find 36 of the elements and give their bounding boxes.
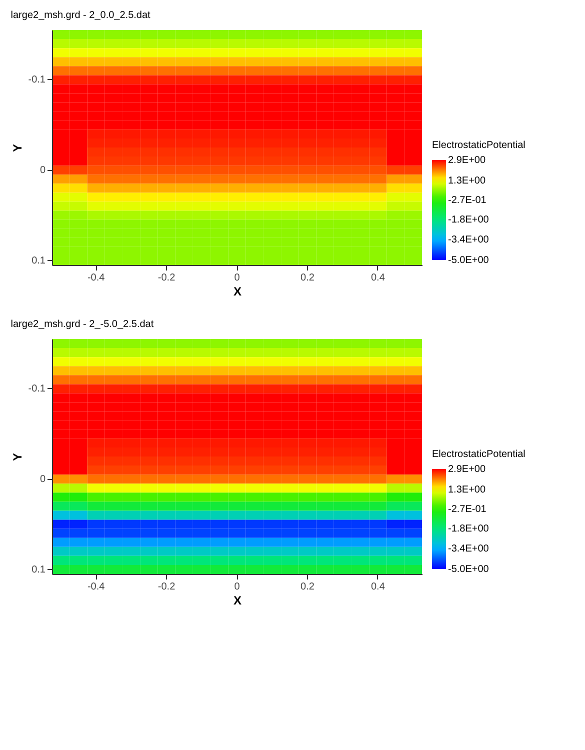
color-bar-label: 1.3E+00 (448, 484, 486, 496)
y-tick-label: 0.1 (32, 564, 46, 576)
y-tick-label: 0.1 (32, 255, 46, 266)
y-tick-label: 0 (40, 474, 46, 486)
color-bar-label: -5.0E+00 (448, 564, 490, 575)
x-tick-label: 0.4 (371, 582, 386, 592)
x-tick-label: 0.2 (300, 272, 315, 284)
color-bar-label: 1.3E+00 (448, 175, 486, 186)
color-bar-label: -3.4E+00 (448, 544, 490, 555)
x-tick-label: -0.2 (158, 582, 176, 592)
color-bar-label: -5.0E+00 (448, 255, 490, 266)
x-tick-label: -0.4 (87, 582, 106, 592)
chart-title: large2_msh.grd - 2_0.0_2.5.dat (10, 10, 151, 21)
x-tick-label: 0 (234, 272, 240, 284)
color-bar-label: 2.9E+00 (448, 464, 486, 475)
x-axis-title: X (233, 284, 242, 298)
chart-title: large2_msh.grd - 2_-5.0_2.5.dat (10, 319, 154, 330)
x-axis-title: X (233, 594, 242, 608)
y-tick-label: -0.1 (28, 74, 46, 86)
color-bar-label: -3.4E+00 (448, 234, 490, 246)
y-tick-label: -0.1 (28, 384, 46, 395)
color-bar-label: -1.8E+00 (448, 214, 490, 226)
x-tick-label: -0.4 (87, 272, 106, 284)
legend-title: ElectrostaticPotential (432, 140, 526, 151)
color-bar-label: -2.7E-01 (448, 504, 487, 516)
y-axis-title: Y (10, 452, 24, 462)
x-tick-label: 0 (234, 582, 240, 592)
color-bar-label: -2.7E-01 (448, 195, 487, 206)
color-bar-label: 2.9E+00 (448, 155, 486, 166)
color-bar-label: -1.8E+00 (448, 523, 490, 534)
x-tick-label: 0.4 (371, 272, 386, 284)
x-tick-label: -0.2 (158, 272, 176, 284)
legend-title: ElectrostaticPotential (432, 449, 526, 460)
y-axis-title: Y (10, 144, 24, 152)
y-tick-label: 0 (40, 165, 46, 176)
x-tick-label: 0.2 (300, 582, 315, 592)
